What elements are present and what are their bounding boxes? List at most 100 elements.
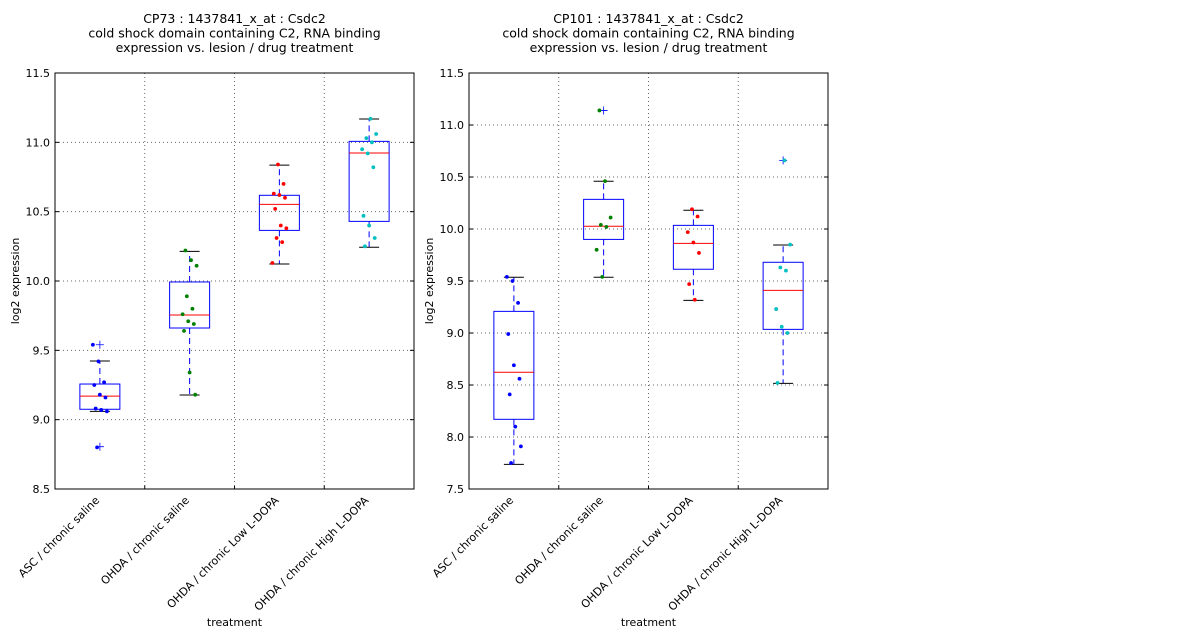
box-iqr bbox=[672, 224, 714, 270]
data-point bbox=[276, 162, 280, 167]
box-4 bbox=[762, 156, 804, 384]
data-point bbox=[695, 214, 700, 219]
box-4 bbox=[348, 118, 390, 248]
data-point bbox=[271, 191, 276, 196]
box-2 bbox=[583, 106, 625, 278]
x-axis-label: treatment bbox=[207, 616, 263, 629]
data-point bbox=[270, 261, 275, 265]
x-tick-label: ASC / chronic saline bbox=[430, 494, 516, 580]
data-point bbox=[360, 147, 365, 152]
data-point bbox=[278, 223, 283, 228]
data-point bbox=[273, 206, 278, 211]
y-tick-label: 9.5 bbox=[447, 275, 465, 288]
data-point bbox=[370, 140, 374, 145]
data-point bbox=[194, 263, 199, 268]
data-point bbox=[517, 376, 522, 381]
data-point bbox=[374, 132, 379, 136]
data-point bbox=[95, 445, 99, 450]
y-tick-label: 8.5 bbox=[33, 483, 51, 496]
data-point bbox=[603, 179, 607, 184]
data-point bbox=[283, 195, 287, 200]
data-point bbox=[99, 408, 104, 412]
data-point bbox=[190, 306, 195, 311]
box-iqr bbox=[169, 281, 211, 329]
data-point bbox=[697, 251, 701, 255]
data-point bbox=[102, 380, 106, 385]
chart-title-line: cold shock domain containing C2, RNA bin… bbox=[88, 26, 380, 41]
y-axis-label: log2 expression bbox=[423, 238, 436, 325]
data-point bbox=[598, 222, 603, 227]
chart-title-line: CP101 : 1437841_x_at : Csdc2 bbox=[553, 11, 744, 26]
y-tick-label: 9.0 bbox=[33, 414, 51, 427]
data-point bbox=[687, 282, 692, 287]
data-point bbox=[782, 158, 787, 163]
data-point bbox=[509, 461, 513, 465]
chart-title-line: cold shock domain containing C2, RNA bin… bbox=[502, 26, 794, 41]
data-point bbox=[97, 392, 102, 397]
x-tick-label: OHDA / chronic saline bbox=[98, 494, 192, 588]
data-point bbox=[775, 381, 780, 385]
y-tick-label: 7.5 bbox=[447, 483, 465, 496]
box-iqr bbox=[348, 140, 390, 222]
data-point bbox=[191, 322, 196, 326]
data-point bbox=[361, 213, 366, 218]
data-point bbox=[367, 223, 372, 228]
data-point bbox=[594, 247, 599, 252]
axes-frame bbox=[468, 72, 829, 490]
y-tick-label: 10.0 bbox=[26, 275, 51, 288]
data-point bbox=[778, 265, 783, 270]
data-point bbox=[685, 230, 690, 235]
data-point bbox=[90, 342, 95, 347]
data-point bbox=[92, 383, 97, 387]
data-point bbox=[184, 294, 189, 299]
data-point bbox=[284, 226, 289, 231]
data-point bbox=[604, 225, 609, 229]
data-point bbox=[183, 248, 188, 253]
data-point bbox=[93, 406, 98, 411]
y-tick-label: 10.5 bbox=[26, 206, 51, 219]
data-point bbox=[507, 392, 512, 397]
y-tick-label: 8.5 bbox=[447, 379, 465, 392]
data-point bbox=[277, 193, 282, 197]
data-point bbox=[274, 236, 279, 240]
data-point bbox=[104, 409, 109, 414]
data-point bbox=[779, 324, 784, 329]
y-tick-label: 9.0 bbox=[447, 327, 465, 340]
box-1 bbox=[493, 276, 535, 465]
y-tick-label: 11.0 bbox=[26, 136, 51, 149]
y-axis-label: log2 expression bbox=[9, 238, 22, 325]
data-point bbox=[103, 395, 108, 400]
data-point bbox=[518, 444, 523, 449]
y-tick-label: 11.5 bbox=[26, 67, 51, 80]
box-3 bbox=[672, 209, 714, 301]
box-iqr bbox=[762, 261, 804, 330]
axes-frame bbox=[54, 72, 415, 490]
box-iqr bbox=[583, 198, 625, 240]
data-point bbox=[363, 244, 367, 249]
data-point bbox=[600, 274, 605, 279]
data-point bbox=[364, 136, 369, 141]
y-tick-label: 8.0 bbox=[447, 431, 465, 444]
data-point bbox=[788, 242, 793, 247]
y-tick-label: 11.0 bbox=[440, 119, 465, 132]
data-point bbox=[692, 297, 697, 302]
data-point bbox=[281, 182, 286, 186]
data-point bbox=[280, 240, 285, 245]
data-point bbox=[187, 370, 192, 375]
data-point bbox=[365, 151, 370, 156]
data-point bbox=[516, 300, 520, 305]
data-point bbox=[504, 274, 509, 279]
data-point bbox=[189, 258, 193, 263]
data-point bbox=[513, 424, 518, 429]
outlier-marker bbox=[95, 340, 104, 349]
data-point bbox=[368, 116, 373, 121]
y-tick-label: 9.5 bbox=[33, 344, 51, 357]
x-axis-label: treatment bbox=[621, 616, 677, 629]
chart-title-line: CP73 : 1437841_x_at : Csdc2 bbox=[143, 11, 326, 26]
box-iqr bbox=[79, 383, 121, 410]
data-point bbox=[785, 331, 790, 335]
data-point bbox=[597, 108, 602, 113]
